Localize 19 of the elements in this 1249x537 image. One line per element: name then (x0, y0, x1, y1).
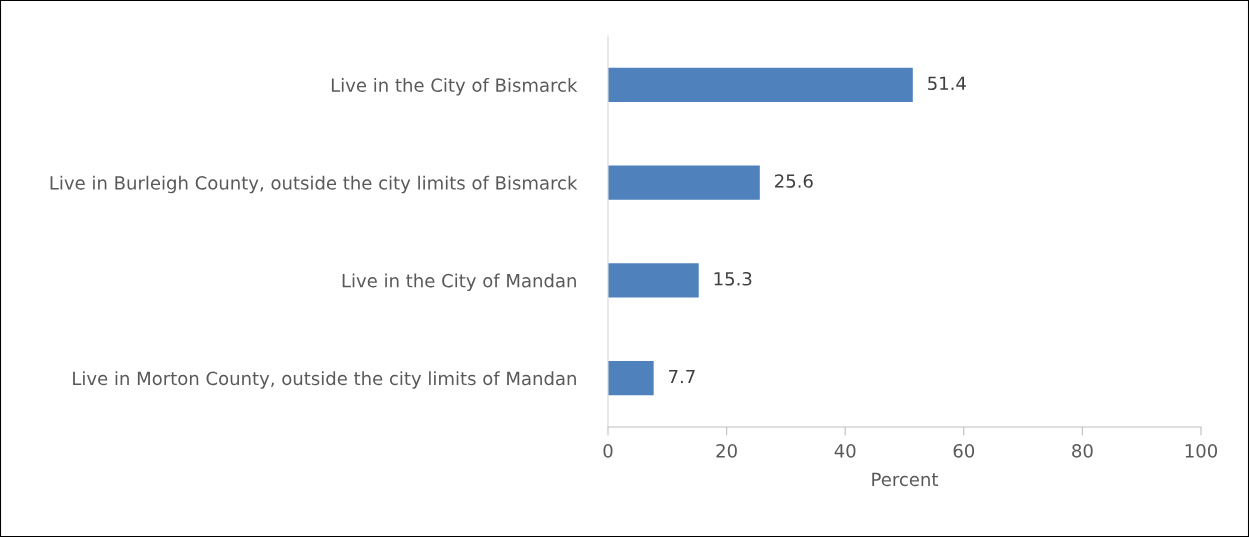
x-tick-label: 20 (716, 443, 737, 458)
y-tick-label: Live in Burleigh County, outside the city limits of Bismarck (50, 175, 578, 194)
bar (608, 67, 913, 102)
bar (608, 361, 654, 396)
x-tick-label: 80 (1072, 443, 1093, 458)
bar (608, 263, 699, 298)
data-label: 7.7 (669, 369, 695, 384)
y-tick-label: Live in Morton County, outside the city limits of Mandan (73, 371, 576, 389)
x-tick-label: 100 (1185, 443, 1218, 458)
x-tick-label: 40 (834, 443, 856, 458)
y-tick-label: Live in the City of Mandan (342, 273, 576, 291)
x-tick-label: 0 (603, 443, 613, 458)
data-label: 25.6 (775, 174, 813, 188)
x-axis-title: Percent (872, 472, 939, 487)
data-label: 15.3 (714, 271, 752, 286)
y-tick-label: Live in the City of Bismarck (331, 78, 578, 96)
x-tick-label: 60 (953, 443, 975, 458)
data-label: 51.4 (928, 76, 966, 91)
bar (608, 165, 760, 200)
